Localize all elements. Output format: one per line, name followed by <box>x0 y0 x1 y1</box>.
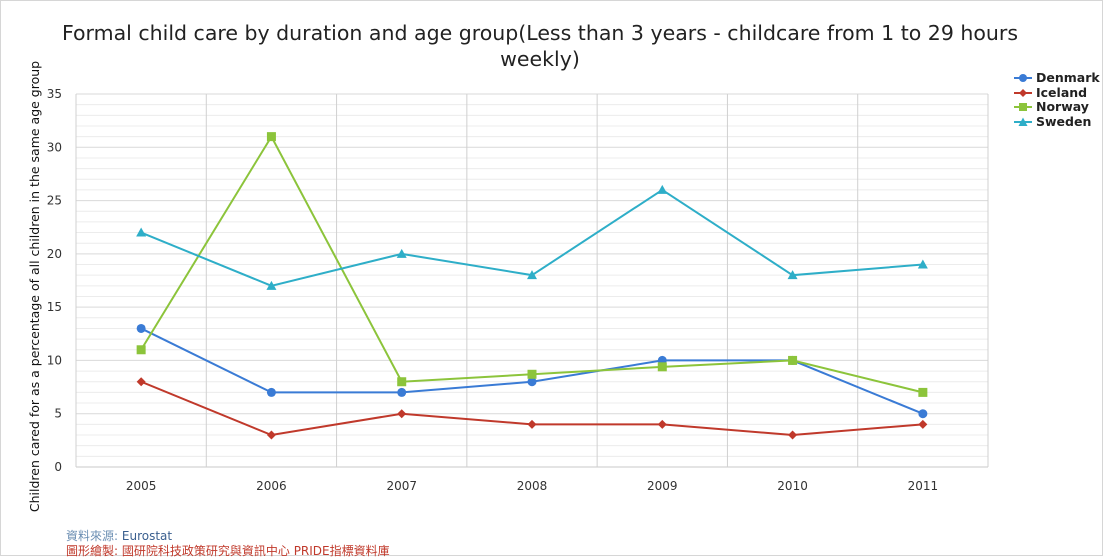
data-point-sweden <box>136 227 147 237</box>
data-point-norway <box>266 132 276 142</box>
data-point-iceland <box>527 419 537 429</box>
legend-item-norway[interactable]: Norway <box>1014 99 1100 115</box>
source-line: 資料來源: Eurostat <box>66 527 172 544</box>
data-point-sweden <box>396 248 407 258</box>
legend-symbol-sweden <box>1014 117 1032 126</box>
data-point-iceland <box>136 377 146 387</box>
y-tick-label: 30 <box>47 140 62 154</box>
data-point-denmark <box>918 409 928 419</box>
y-tick-label: 35 <box>47 87 62 101</box>
chart-title-continued: weekly) <box>500 47 580 71</box>
data-point-sweden <box>657 184 668 194</box>
legend-label-iceland: Iceland <box>1036 84 1088 100</box>
legend-item-sweden[interactable]: Sweden <box>1014 113 1100 130</box>
y-tick-label: 5 <box>54 407 62 421</box>
y-tick-label: 0 <box>54 460 62 474</box>
x-tick-label: 2005 <box>126 479 157 493</box>
y-tick-label: 25 <box>47 194 62 208</box>
credit-value: 國研院科技政策研究與資訊中心 PRIDE指標資料庫 <box>121 544 390 558</box>
legend-label-denmark: Denmark <box>1036 70 1100 85</box>
legend-symbol-iceland <box>1014 88 1032 97</box>
legend-item-iceland[interactable]: Iceland <box>1014 84 1100 101</box>
data-point-denmark <box>136 323 146 333</box>
y-tick-label: 20 <box>47 247 62 261</box>
data-point-sweden <box>917 259 928 269</box>
credit-label: 圖形繪製: <box>66 544 119 558</box>
credit-line: 圖形繪製: 國研院科技政策研究與資訊中心 PRIDE指標資料庫 <box>66 542 390 559</box>
x-tick-label: 2008 <box>517 479 548 493</box>
data-point-sweden <box>527 270 537 280</box>
data-point-norway <box>136 345 146 355</box>
data-point-iceland <box>918 419 928 429</box>
data-point-norway <box>788 355 798 365</box>
data-point-norway <box>657 362 667 372</box>
legend-symbol-norway <box>1014 103 1032 112</box>
data-point-iceland <box>397 409 407 419</box>
data-point-denmark <box>527 377 537 387</box>
chart-title: Formal child care by duration and age gr… <box>61 21 1019 45</box>
data-point-norway <box>918 387 928 397</box>
legend-item-denmark[interactable]: Denmark <box>1014 70 1100 86</box>
data-point-norway <box>527 369 537 379</box>
data-point-iceland <box>266 430 276 440</box>
data-point-iceland <box>788 430 798 440</box>
x-tick-label: 2011 <box>908 479 939 493</box>
legend-label-sweden: Sweden <box>1036 113 1092 129</box>
source-value: Eurostat <box>121 529 173 543</box>
legend: Denmark Iceland Norway Sweden <box>1014 70 1100 130</box>
y-tick-label: 15 <box>47 300 62 314</box>
data-point-denmark <box>266 387 276 397</box>
x-tick-label: 2007 <box>386 479 417 493</box>
data-point-iceland <box>657 419 667 429</box>
data-point-sweden <box>787 270 798 280</box>
legend-label-norway: Norway <box>1036 99 1089 114</box>
data-point-norway <box>397 377 407 387</box>
source-label: 資料來源: <box>66 529 119 543</box>
x-tick-label: 2006 <box>256 479 287 493</box>
x-tick-label: 2009 <box>647 479 678 493</box>
y-axis-label: Children cared for as a percentage of al… <box>27 61 42 512</box>
x-tick-label: 2010 <box>777 479 808 493</box>
y-tick-label: 10 <box>47 353 62 367</box>
legend-symbol-denmark <box>1014 74 1032 83</box>
data-point-denmark <box>397 387 407 397</box>
data-point-sweden <box>266 280 277 290</box>
